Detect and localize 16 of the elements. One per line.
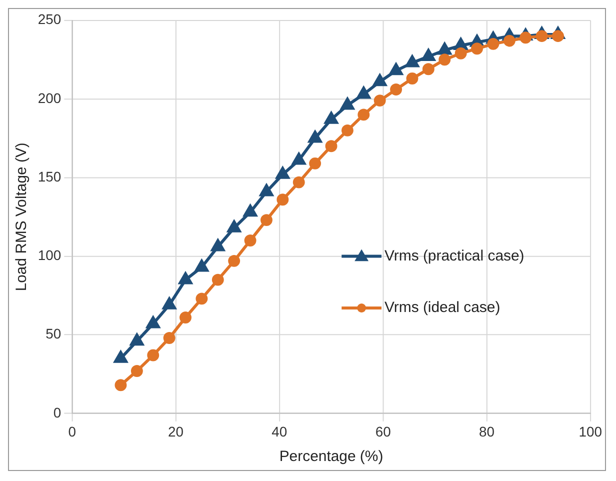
y-tick-label: 250 <box>38 11 62 28</box>
x-axis-title: Percentage (%) <box>279 448 384 466</box>
y-tick-label: 150 <box>38 168 62 184</box>
y-tick-label: 0 <box>53 404 62 420</box>
y-tick-label: 100 <box>38 247 62 264</box>
x-tick-label: 20 <box>168 424 184 440</box>
legend-label: Vrms (ideal case) <box>384 299 500 316</box>
y-tick-label: 200 <box>38 90 62 106</box>
y-tick-label: 50 <box>46 326 62 342</box>
x-tick-label: 60 <box>375 424 392 440</box>
legend-label: Vrms (practical case) <box>384 247 524 264</box>
x-tick-label: 100 <box>578 424 602 440</box>
x-tick-label: 0 <box>68 424 76 440</box>
x-tick-label: 40 <box>272 424 288 440</box>
x-tick-label: 80 <box>478 424 495 440</box>
y-axis-title: Load RMS Voltage (V) <box>13 142 30 292</box>
